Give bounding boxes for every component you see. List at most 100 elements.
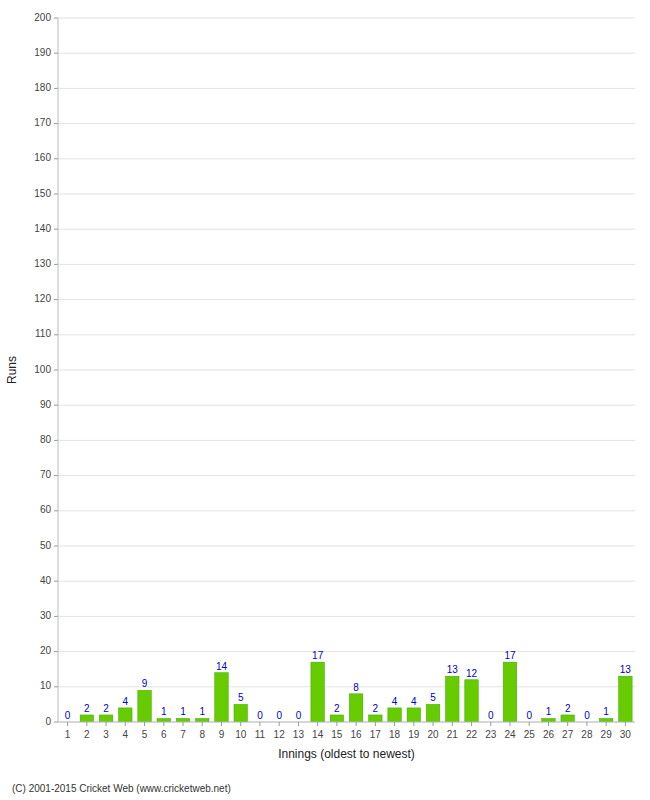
data-label: 4 [411,696,417,707]
grid-line [58,440,635,441]
x-tick-label: 6 [161,729,167,740]
data-label: 0 [257,710,263,721]
data-label: 1 [161,706,167,717]
x-tick [336,722,337,726]
x-tick-label: 19 [408,729,420,740]
data-label: 13 [620,664,632,675]
bar [157,718,170,722]
x-tick-label: 7 [180,729,186,740]
grid-line [58,405,635,406]
data-label: 1 [180,706,186,717]
x-tick [163,722,164,726]
y-tick-label: 0 [45,716,51,727]
chart: 0102030405060708090100110120130140150160… [0,0,650,800]
x-tick-label: 29 [601,729,613,740]
y-tick-label: 100 [34,364,51,375]
y-tick [54,581,58,582]
x-tick [202,722,203,726]
footer: (C) 2001-2015 Cricket Web (www.cricketwe… [12,783,231,794]
data-label: 2 [373,703,379,714]
y-tick [54,53,58,54]
x-tick [567,722,568,726]
x-tick-label: 11 [255,729,266,740]
y-axis-label: Runs [5,356,19,384]
y-tick-label: 40 [40,575,52,586]
data-label: 17 [312,650,324,661]
x-tick-label: 15 [331,729,343,740]
chart-container: 0102030405060708090100110120130140150160… [0,0,650,800]
x-tick [298,722,299,726]
y-tick-label: 200 [34,12,51,23]
background [0,0,650,800]
y-tick [54,686,58,687]
data-label: 5 [238,692,244,703]
bar [388,708,401,722]
x-tick [586,722,587,726]
bar [426,704,439,722]
bar [215,673,228,722]
bar [465,680,478,722]
data-label: 8 [353,682,359,693]
bar [311,662,324,722]
bars [80,662,632,722]
y-tick [54,229,58,230]
data-label: 4 [392,696,398,707]
bar [196,718,209,722]
grid-line [58,616,635,617]
x-tick [259,722,260,726]
y-tick [54,88,58,89]
x-tick [279,722,280,726]
x-tick-label: 14 [312,729,324,740]
x-tick [144,722,145,726]
y-tick [54,440,58,441]
data-labels: 022491111450001728244513120170120113 [65,650,632,721]
y-tick [54,510,58,511]
y-tick [54,158,58,159]
data-label: 0 [488,710,494,721]
x-tick [529,722,530,726]
data-label: 0 [526,710,532,721]
x-tick [471,722,472,726]
x-axis: 1234567891011121314151617181920212223242… [65,722,632,740]
x-tick [452,722,453,726]
y-tick [54,405,58,406]
y-tick [54,475,58,476]
x-tick [106,722,107,726]
x-tick [356,722,357,726]
x-tick-label: 5 [142,729,148,740]
grid-line [58,264,635,265]
data-label: 2 [334,703,340,714]
grid-line [58,370,635,371]
data-label: 2 [565,703,571,714]
x-tick [221,722,222,726]
y-tick-label: 110 [35,328,51,339]
x-tick [394,722,395,726]
x-tick [606,722,607,726]
x-tick [433,722,434,726]
x-tick [183,722,184,726]
data-label: 1 [546,706,552,717]
x-tick-label: 8 [199,729,205,740]
grid-line [58,651,635,652]
y-grid [58,18,635,722]
y-tick [54,264,58,265]
x-tick-label: 30 [620,729,632,740]
y-tick-label: 20 [40,645,52,656]
bar [349,694,362,722]
y-tick [54,334,58,335]
x-tick [67,722,68,726]
data-label: 17 [504,650,516,661]
bar [407,708,420,722]
bar [503,662,516,722]
y-tick-label: 180 [34,82,51,93]
y-tick-label: 10 [40,680,52,691]
data-label: 1 [199,706,205,717]
y-tick-label: 150 [34,188,51,199]
bar [369,715,382,722]
data-label: 0 [276,710,282,721]
bar [99,715,112,722]
x-tick-label: 13 [293,729,305,740]
data-label: 4 [123,696,129,707]
data-label: 13 [447,664,459,675]
x-tick [86,722,87,726]
